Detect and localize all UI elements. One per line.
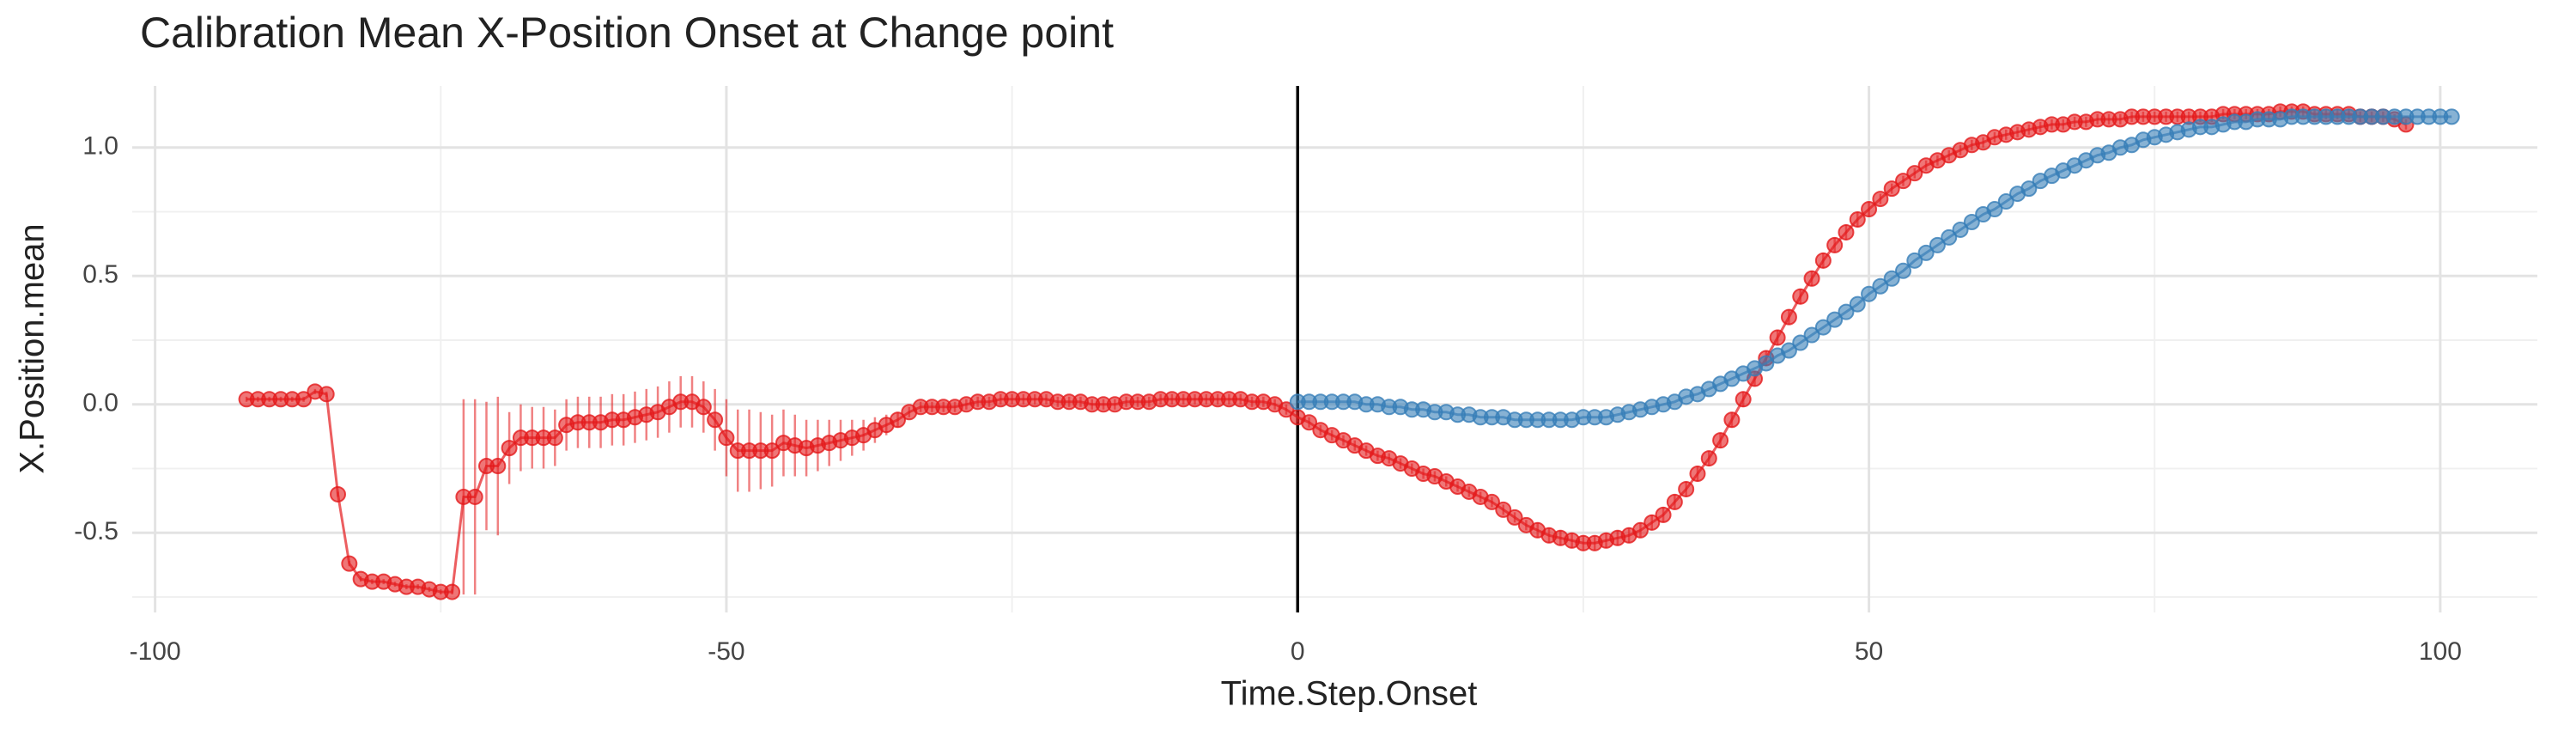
point bbox=[1838, 223, 1855, 241]
point bbox=[1883, 270, 1900, 287]
point bbox=[1678, 480, 1695, 497]
x-tick-label: 0 bbox=[1291, 637, 1305, 666]
point bbox=[1278, 401, 1295, 418]
point bbox=[295, 391, 313, 408]
point bbox=[695, 399, 712, 416]
point bbox=[466, 488, 483, 505]
point bbox=[501, 440, 518, 457]
point bbox=[1792, 288, 1809, 305]
point bbox=[1495, 501, 1512, 518]
point bbox=[1986, 201, 2003, 218]
point bbox=[1814, 252, 1832, 269]
point bbox=[1689, 466, 1706, 483]
point bbox=[1826, 236, 1844, 253]
point bbox=[1849, 210, 1866, 228]
point bbox=[1301, 414, 1318, 431]
point bbox=[1941, 228, 1958, 246]
point bbox=[890, 411, 907, 429]
y-tick-label: 0.0 bbox=[82, 389, 118, 417]
y-tick-label: 1.0 bbox=[82, 132, 118, 161]
point bbox=[1483, 493, 1500, 510]
point bbox=[2443, 108, 2460, 125]
point bbox=[318, 386, 335, 403]
point bbox=[1861, 285, 1878, 302]
x-tick-label: 100 bbox=[2419, 637, 2462, 666]
point bbox=[1780, 342, 1797, 359]
point bbox=[1872, 277, 1889, 295]
grid: -100 -50 0 50 100 -0.5 0.0 0.5 1.0 bbox=[74, 86, 2537, 666]
point bbox=[1780, 308, 1797, 326]
point bbox=[1997, 193, 2014, 210]
y-tick-label: -0.5 bbox=[74, 517, 118, 545]
point bbox=[1700, 450, 1717, 467]
chart-title: Calibration Mean X-Position Onset at Cha… bbox=[140, 9, 1114, 57]
point bbox=[1666, 493, 1683, 510]
point bbox=[1963, 213, 1980, 230]
series-line bbox=[246, 110, 2407, 594]
x-axis-title: Time.Step.Onset bbox=[1221, 675, 1478, 713]
point bbox=[1643, 514, 1661, 531]
point bbox=[1883, 180, 1900, 198]
point bbox=[1826, 311, 1844, 328]
point bbox=[1655, 506, 1672, 523]
point bbox=[1838, 303, 1855, 320]
point bbox=[330, 485, 347, 502]
series-line bbox=[1297, 115, 2452, 422]
point bbox=[1735, 391, 1752, 408]
point bbox=[1894, 173, 1911, 190]
point bbox=[1906, 252, 1923, 269]
point bbox=[1769, 329, 1786, 346]
point bbox=[1803, 326, 1820, 344]
point bbox=[546, 429, 563, 447]
point bbox=[1814, 319, 1832, 336]
point bbox=[1631, 521, 1649, 539]
point bbox=[1929, 236, 1946, 253]
point bbox=[1872, 191, 1889, 208]
point bbox=[444, 583, 461, 600]
point bbox=[341, 555, 358, 572]
x-tick-label: -50 bbox=[708, 637, 744, 666]
point bbox=[489, 458, 507, 475]
point bbox=[1792, 334, 1809, 351]
point bbox=[1861, 201, 1878, 218]
point bbox=[1906, 165, 1923, 182]
point bbox=[1723, 411, 1741, 429]
point bbox=[1894, 262, 1911, 279]
point bbox=[2020, 180, 2038, 198]
point bbox=[763, 442, 781, 460]
point bbox=[1917, 244, 1935, 261]
point bbox=[1803, 270, 1820, 287]
y-axis-title: X.Position.mean bbox=[14, 223, 52, 473]
point bbox=[707, 411, 724, 429]
x-tick-label: -100 bbox=[130, 637, 181, 666]
point bbox=[1506, 509, 1523, 526]
plot-area bbox=[238, 103, 2460, 600]
point bbox=[718, 429, 735, 447]
point bbox=[1712, 432, 1729, 449]
point bbox=[1849, 295, 1866, 313]
x-tick-label: 50 bbox=[1855, 637, 1883, 666]
point bbox=[1758, 355, 1775, 372]
y-tick-label: 0.5 bbox=[82, 260, 118, 289]
point bbox=[1952, 221, 1969, 238]
